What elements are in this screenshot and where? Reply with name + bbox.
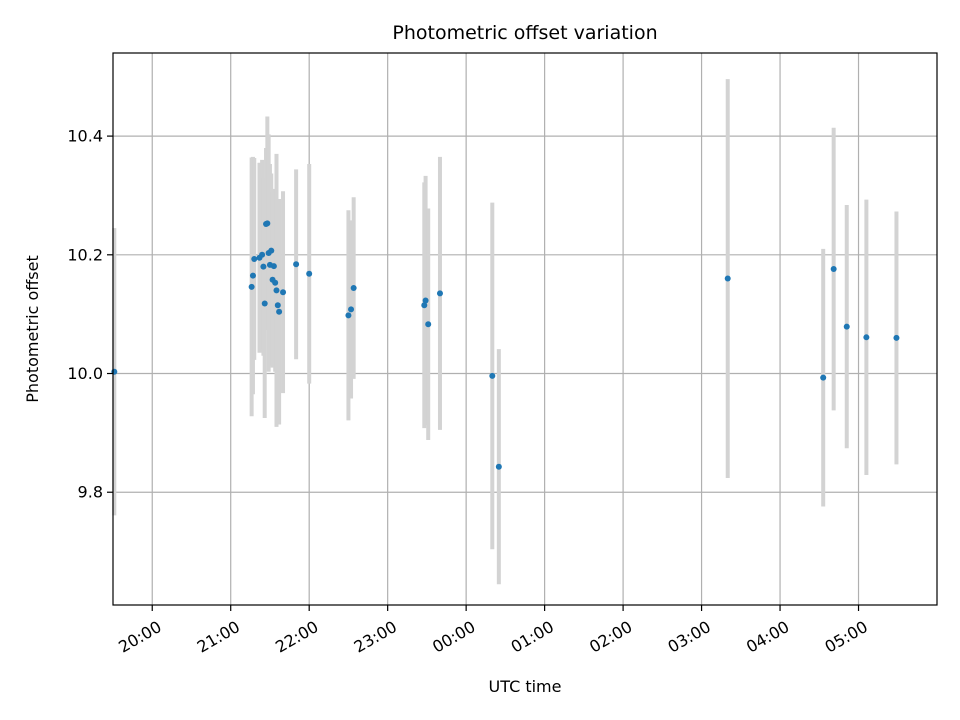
y-tick-label: 10.4: [67, 127, 103, 146]
x-tick-label: 03:00: [665, 617, 714, 657]
x-axis-ticks: 20:00 21:00 22:00 23:00 00:00 01:00 02:00 03:00…: [115, 605, 871, 657]
data-point: [274, 302, 281, 309]
y-tick-label: 10.2: [67, 245, 103, 264]
data-point: [489, 372, 496, 379]
x-axis-title: UTC time: [489, 677, 562, 696]
chart-title: Photometric offset variation: [392, 22, 657, 44]
data-point: [820, 374, 827, 381]
data-point: [724, 275, 731, 282]
grid: [113, 53, 937, 605]
data-points: [111, 220, 900, 470]
y-tick-label: 10.0: [67, 364, 103, 383]
data-point: [348, 306, 355, 313]
x-tick-label: 21:00: [194, 617, 243, 657]
x-tick-label: 01:00: [508, 617, 557, 657]
data-point: [422, 297, 429, 304]
data-point: [421, 302, 428, 309]
data-point: [495, 463, 502, 470]
data-point: [273, 287, 280, 294]
data-point: [272, 279, 279, 286]
data-point: [248, 283, 255, 290]
data-point: [306, 270, 313, 277]
y-axis-ticks: 9.8 10.0 10.2 10.4: [67, 127, 113, 502]
y-axis-title: Photometric offset: [23, 255, 42, 403]
data-point: [249, 272, 256, 279]
x-tick-label: 05:00: [821, 617, 870, 657]
data-point: [425, 321, 432, 328]
data-point: [276, 308, 283, 315]
x-tick-label: 02:00: [586, 617, 635, 657]
x-tick-label: 22:00: [272, 617, 321, 657]
x-tick-label: 04:00: [743, 617, 792, 657]
x-tick-label: 23:00: [351, 617, 400, 657]
data-point: [261, 300, 268, 307]
data-point: [260, 263, 267, 270]
data-point: [436, 290, 443, 297]
data-point: [830, 266, 837, 273]
data-point: [350, 285, 357, 292]
data-point: [863, 334, 870, 341]
x-tick-label: 00:00: [429, 617, 478, 657]
data-point: [293, 261, 300, 268]
data-point: [280, 289, 287, 296]
plot-area-frame: [112, 52, 938, 606]
data-point: [259, 251, 266, 258]
data-point: [270, 263, 277, 270]
error-bars: [112, 79, 899, 585]
data-point: [251, 255, 258, 262]
data-point: [843, 323, 850, 330]
data-point: [345, 312, 352, 319]
data-point: [893, 334, 900, 341]
x-tick-label: 20:00: [115, 617, 164, 657]
data-point: [264, 220, 271, 227]
y-tick-label: 9.8: [78, 483, 103, 502]
data-point: [268, 247, 275, 254]
